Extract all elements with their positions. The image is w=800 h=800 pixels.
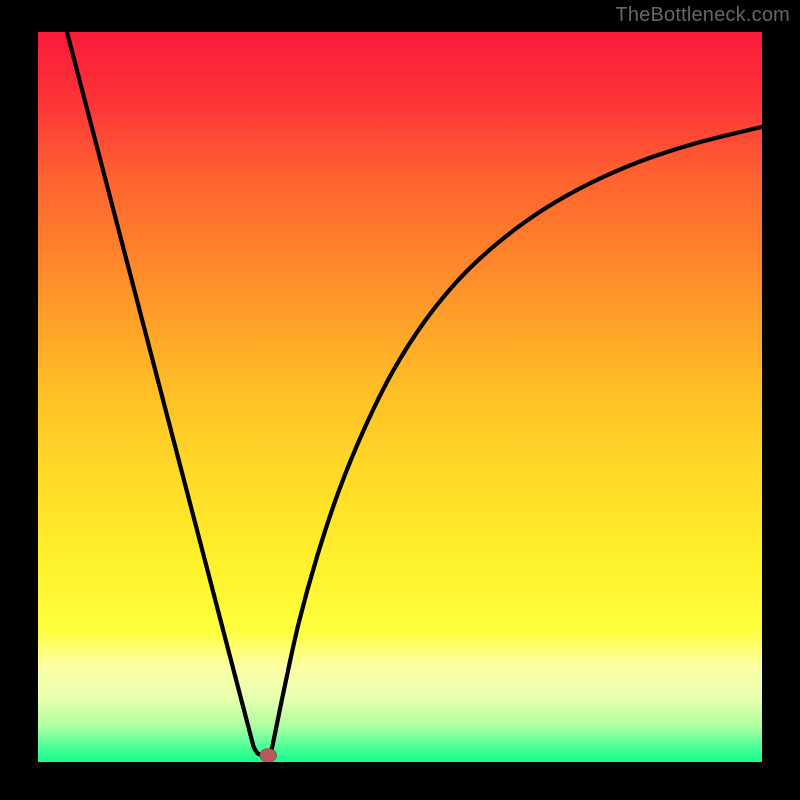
bottleneck-curve-chart xyxy=(38,32,762,762)
watermark-text: TheBottleneck.com xyxy=(615,4,790,27)
chart-gradient-background xyxy=(38,32,762,762)
chart-plot-area xyxy=(38,32,762,762)
optimal-point-marker xyxy=(260,749,277,763)
